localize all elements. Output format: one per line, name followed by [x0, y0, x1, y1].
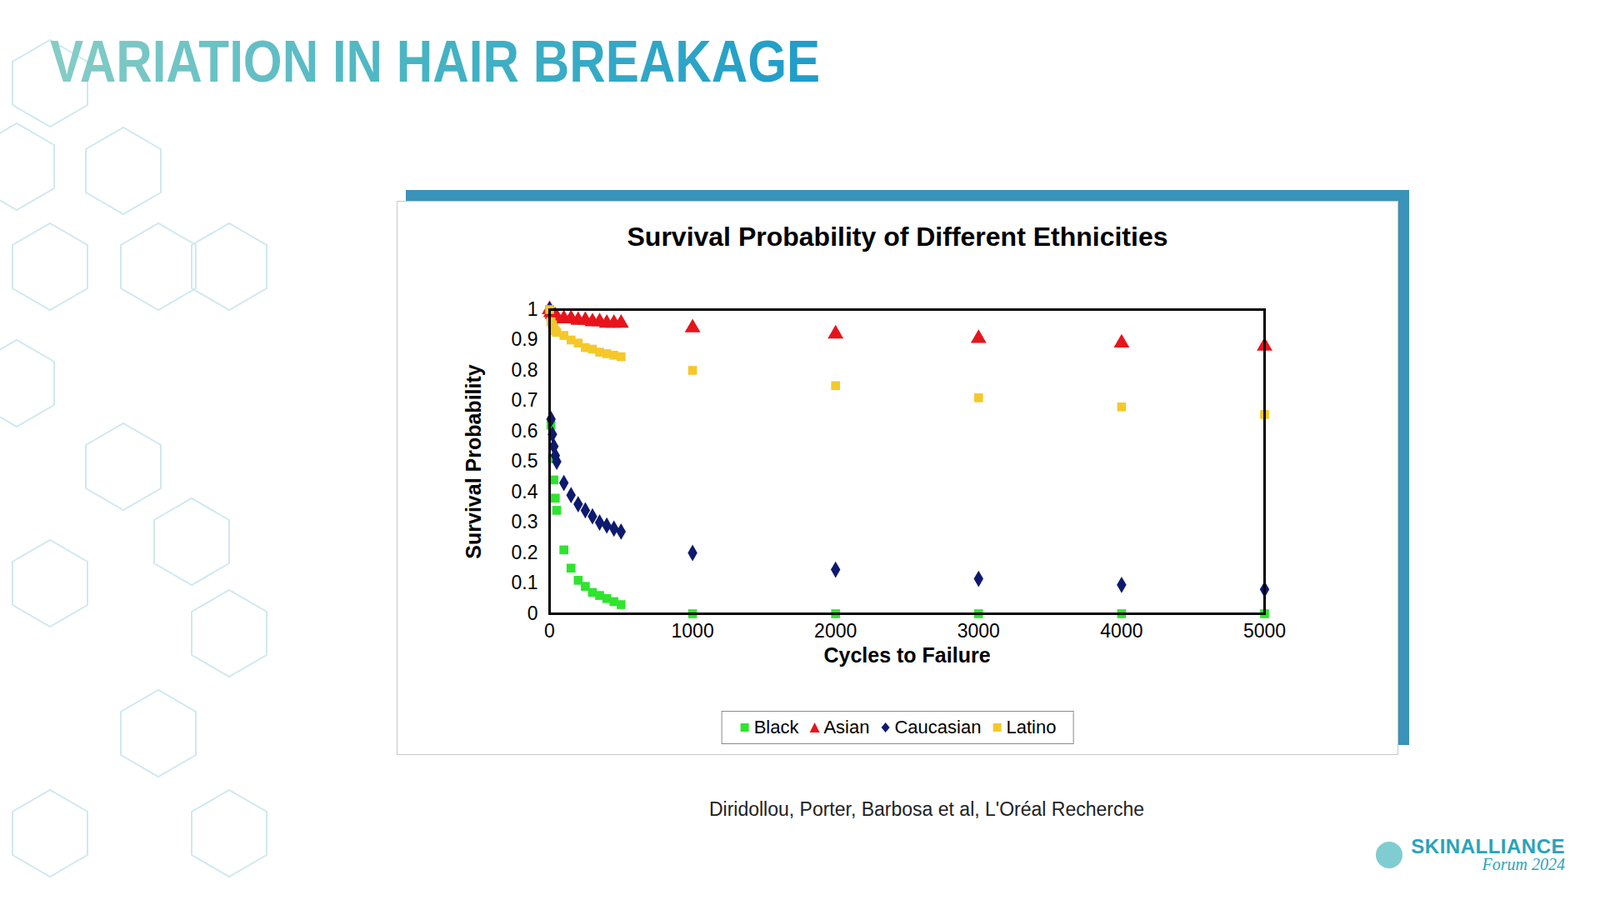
svg-text:1000: 1000: [671, 620, 715, 642]
html-text:VARIATION IN HAIR BREAKAGE: VARIATION IN HAIR BREAKAGE: [50, 29, 821, 95]
html-text:Asian: Asian: [823, 716, 870, 738]
svg-text:0.5: 0.5: [511, 450, 539, 472]
svg-text:Cycles to Failure: Cycles to Failure: [823, 643, 990, 667]
svg-text:0.9: 0.9: [511, 328, 539, 350]
svg-text:5000: 5000: [1243, 620, 1286, 642]
svg-text:0.1: 0.1: [511, 571, 539, 594]
svg-text:0.8: 0.8: [511, 359, 539, 381]
svg-text:3000: 3000: [957, 620, 1000, 642]
html-text:Diridollou, Porter, Barbosa et: Diridollou, Porter, Barbosa et al, L'Oré…: [709, 798, 1145, 820]
svg-text:0.7: 0.7: [511, 389, 539, 411]
html-text:Caucasian: Caucasian: [894, 716, 982, 738]
svg-text:1: 1: [527, 298, 539, 320]
html-text:Black: Black: [753, 716, 799, 738]
svg-text:0: 0: [544, 620, 555, 642]
svg-text:0: 0: [527, 602, 539, 625]
svg-text:4000: 4000: [1100, 620, 1143, 642]
svg-text:Survival Probability: Survival Probability: [461, 364, 485, 560]
html-text:Latino: Latino: [1006, 716, 1057, 738]
html-text:SKINALLIANCE: SKINALLIANCE: [1411, 835, 1565, 858]
svg-text:0.4: 0.4: [511, 480, 539, 503]
svg-text:2000: 2000: [814, 620, 857, 642]
svg-text:0.2: 0.2: [511, 541, 539, 564]
svg-text:0.3: 0.3: [511, 510, 539, 533]
html-text:Survival Probability of Differ: Survival Probability of Different Ethnic…: [627, 221, 1168, 252]
svg-text:0.6: 0.6: [511, 420, 539, 442]
html-text:Forum 2024: Forum 2024: [1482, 855, 1565, 874]
